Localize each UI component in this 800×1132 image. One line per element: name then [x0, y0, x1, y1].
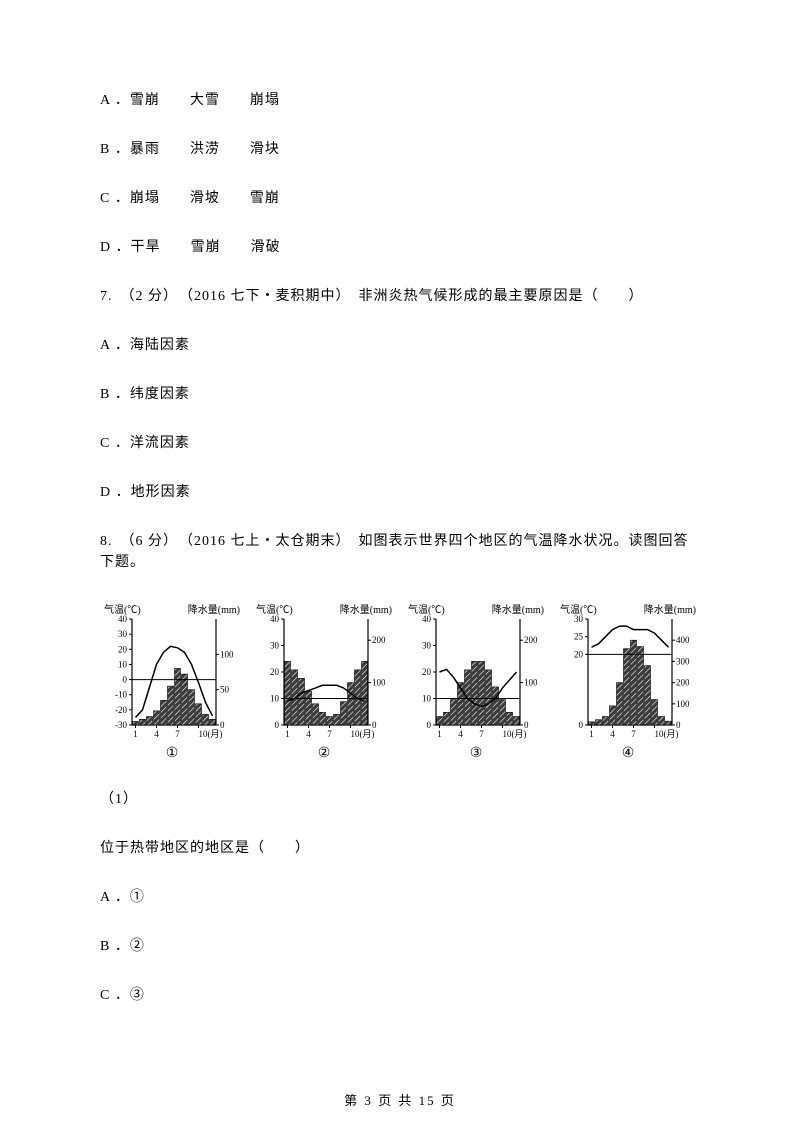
q8-option-a[interactable]: A ．① — [100, 887, 700, 908]
svg-text:30: 30 — [422, 641, 432, 651]
svg-text:②: ② — [318, 746, 331, 761]
svg-text:0: 0 — [275, 720, 280, 730]
svg-text:0: 0 — [123, 675, 128, 685]
q7-option-b[interactable]: B ．纬度因素 — [100, 384, 700, 405]
svg-text:0: 0 — [427, 720, 432, 730]
svg-text:20: 20 — [422, 667, 432, 677]
svg-text:50: 50 — [220, 685, 230, 695]
svg-text:降水量(mm): 降水量(mm) — [644, 603, 696, 616]
q7-option-a[interactable]: A ．海陆因素 — [100, 335, 700, 356]
svg-text:7: 7 — [327, 729, 332, 739]
climate-charts: 气温(℃)降水量(mm)403020100-10-20-301005001471… — [100, 601, 700, 761]
svg-text:10(月): 10(月) — [351, 729, 375, 739]
svg-text:①: ① — [166, 746, 179, 761]
svg-text:30: 30 — [270, 641, 280, 651]
q8-option-b[interactable]: B ．② — [100, 936, 700, 957]
q7-option-d[interactable]: D ．地形因素 — [100, 482, 700, 503]
svg-text:400: 400 — [676, 635, 690, 645]
q6-option-d[interactable]: D ．干旱 雪崩 滑破 — [100, 237, 700, 258]
svg-text:③: ③ — [470, 746, 483, 761]
svg-text:0: 0 — [579, 720, 584, 730]
svg-text:10(月): 10(月) — [503, 729, 527, 739]
svg-text:40: 40 — [118, 614, 128, 624]
svg-text:40: 40 — [270, 614, 280, 624]
q8-stem: 8. （6 分） （2016 七上・太仓期末） 如图表示世界四个地区的气温降水状… — [100, 531, 700, 573]
svg-text:7: 7 — [479, 729, 484, 739]
svg-text:100: 100 — [524, 678, 538, 688]
svg-text:7: 7 — [175, 729, 180, 739]
svg-text:200: 200 — [524, 635, 538, 645]
svg-text:10(月): 10(月) — [655, 729, 679, 739]
svg-text:40: 40 — [422, 614, 432, 624]
svg-text:降水量(mm): 降水量(mm) — [188, 603, 240, 616]
q8-sub1-stem: 位于热带地区的地区是（ ） — [100, 838, 700, 859]
climate-panel-2: 气温(℃)降水量(mm)403020100200100014710(月)② — [254, 601, 394, 761]
svg-text:30: 30 — [118, 629, 128, 639]
climate-panel-3: 气温(℃)降水量(mm)403020100200100014710(月)③ — [406, 601, 546, 761]
svg-text:1: 1 — [285, 729, 290, 739]
svg-text:100: 100 — [676, 699, 690, 709]
svg-text:10: 10 — [422, 694, 432, 704]
svg-text:1: 1 — [133, 729, 138, 739]
q6-option-c[interactable]: C ．崩塌 滑坡 雪崩 — [100, 188, 700, 209]
svg-text:1: 1 — [437, 729, 442, 739]
q8-option-c[interactable]: C ．③ — [100, 985, 700, 1006]
svg-text:降水量(mm): 降水量(mm) — [340, 603, 392, 616]
q7-option-c[interactable]: C ．洋流因素 — [100, 433, 700, 454]
svg-text:100: 100 — [220, 649, 234, 659]
svg-text:7: 7 — [631, 729, 636, 739]
climate-panel-1: 气温(℃)降水量(mm)403020100-10-20-301005001471… — [102, 601, 242, 761]
svg-text:30: 30 — [574, 614, 584, 624]
q7-stem: 7. （2 分） （2016 七下・麦积期中） 非洲炎热气候形成的最主要原因是（… — [100, 286, 700, 307]
page-footer: 第 3 页 共 15 页 — [0, 1091, 800, 1111]
svg-text:20: 20 — [574, 649, 584, 659]
svg-text:④: ④ — [622, 746, 635, 761]
svg-text:-20: -20 — [115, 705, 127, 715]
svg-text:4: 4 — [306, 729, 311, 739]
svg-text:降水量(mm): 降水量(mm) — [492, 603, 544, 616]
svg-text:4: 4 — [610, 729, 615, 739]
svg-text:-30: -30 — [115, 720, 127, 730]
svg-text:1: 1 — [589, 729, 594, 739]
svg-text:20: 20 — [118, 644, 128, 654]
svg-text:-10: -10 — [115, 690, 127, 700]
q6-option-b[interactable]: B ．暴雨 洪涝 滑块 — [100, 139, 700, 160]
svg-text:200: 200 — [372, 635, 386, 645]
svg-text:300: 300 — [676, 656, 690, 666]
svg-text:4: 4 — [154, 729, 159, 739]
svg-text:200: 200 — [676, 678, 690, 688]
svg-text:4: 4 — [458, 729, 463, 739]
q6-option-a[interactable]: A ．雪崩 大雪 崩塌 — [100, 90, 700, 111]
svg-text:20: 20 — [270, 667, 280, 677]
svg-text:10(月): 10(月) — [199, 729, 223, 739]
svg-text:100: 100 — [372, 678, 386, 688]
svg-text:25: 25 — [574, 632, 584, 642]
q8-sub1-label: （1） — [100, 789, 700, 810]
svg-text:10: 10 — [270, 694, 280, 704]
svg-text:10: 10 — [118, 659, 128, 669]
climate-panel-4: 气温(℃)降水量(mm)3025200400300200100014710(月)… — [558, 601, 698, 761]
